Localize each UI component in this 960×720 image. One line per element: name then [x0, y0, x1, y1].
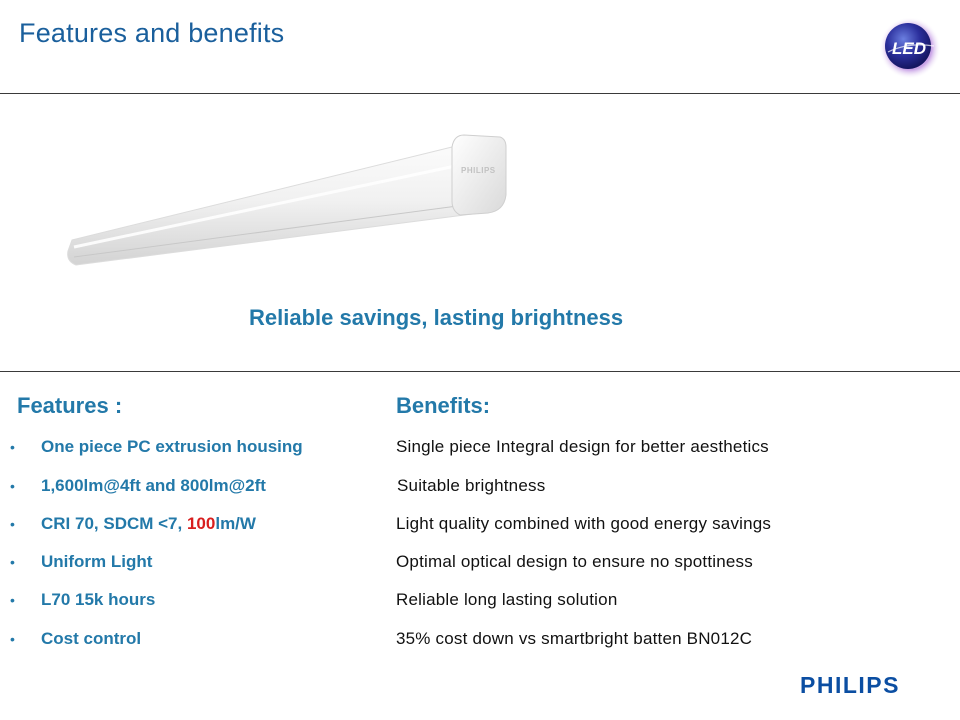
benefit-text: Reliable long lasting solution: [396, 590, 618, 609]
slide-title: Features and benefits: [19, 18, 285, 48]
bullet-icon: •: [10, 439, 15, 455]
feature-row: • Cost control 35% cost down vs smartbri…: [0, 629, 960, 653]
benefit-text: Suitable brightness: [397, 476, 546, 495]
feature-text: CRI 70, SDCM <7, 100lm/W: [41, 514, 256, 534]
bullet-icon: •: [10, 554, 15, 570]
bullet-icon: •: [10, 592, 15, 608]
benefit-text: 35% cost down vs smartbright batten BN01…: [396, 629, 753, 648]
philips-logo: PHILIPS: [800, 672, 900, 698]
efficacy-highlight: 100: [186, 514, 216, 533]
section-divider: [0, 371, 960, 372]
feature-row: • CRI 70, SDCM <7, 100lm/W Light quality…: [0, 514, 960, 538]
bullet-icon: •: [10, 516, 15, 532]
fixture-brand-mark: PHILIPS: [461, 166, 496, 175]
bullet-icon: •: [10, 478, 15, 494]
benefits-heading: Benefits:: [396, 393, 491, 418]
features-heading: Features :: [17, 393, 123, 418]
led-logo-icon: LED: [879, 17, 941, 79]
led-logo-text: LED: [892, 39, 926, 58]
feature-row: • One piece PC extrusion housing Single …: [0, 437, 960, 461]
benefit-text: Light quality combined with good energy …: [396, 514, 772, 533]
feature-text-suffix: lm/W: [215, 514, 256, 533]
feature-text: One piece PC extrusion housing: [41, 437, 303, 456]
feature-row: • L70 15k hours Reliable long lasting so…: [0, 590, 960, 614]
batten-light-image: PHILIPS: [67, 134, 507, 266]
feature-text: 1,600lm@4ft and 800lm@2ft: [41, 476, 266, 495]
feature-row: • 1,600lm@4ft and 800lm@2ft Suitable bri…: [0, 476, 960, 500]
feature-text: L70 15k hours: [41, 590, 156, 609]
feature-text: Cost control: [41, 629, 142, 648]
header-divider: [0, 93, 960, 94]
tagline: Reliable savings, lasting brightness: [249, 305, 624, 330]
feature-row: • Uniform Light Optimal optical design t…: [0, 552, 960, 576]
benefit-text: Optimal optical design to ensure no spot…: [396, 552, 753, 571]
bullet-icon: •: [10, 631, 15, 647]
benefit-text: Single piece Integral design for better …: [396, 437, 769, 456]
feature-text: Uniform Light: [41, 552, 153, 571]
feature-text-prefix: CRI 70, SDCM <7,: [41, 514, 187, 533]
